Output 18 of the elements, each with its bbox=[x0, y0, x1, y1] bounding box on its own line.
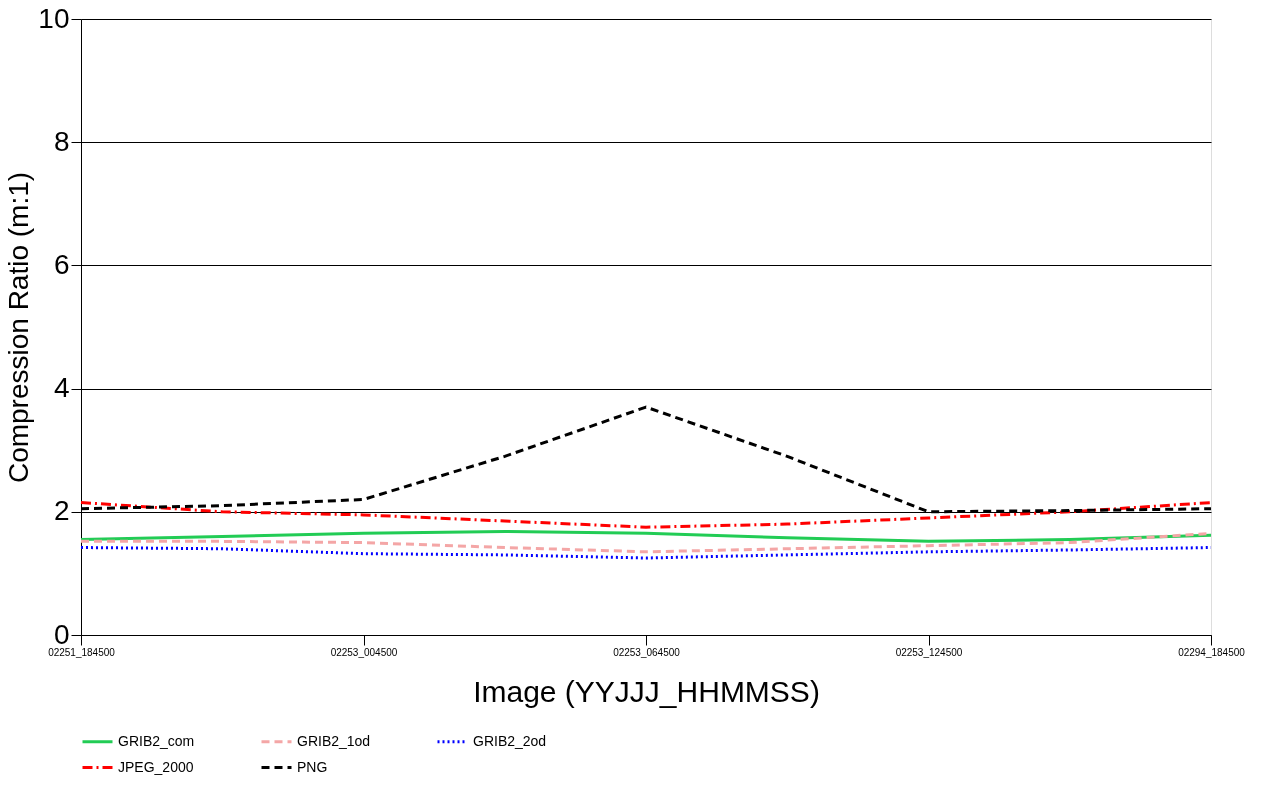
x-tick-label: 02251_184500 bbox=[48, 646, 116, 658]
x-tick-label: 02253_124500 bbox=[895, 646, 963, 658]
y-tick-label: 6 bbox=[53, 248, 70, 280]
x-tick-label: 02294_184500 bbox=[1178, 646, 1246, 658]
x-tick-label: 02253_004500 bbox=[330, 646, 398, 658]
line-series bbox=[79, 530, 1213, 543]
y-tick-label: 10 bbox=[38, 2, 70, 34]
x-axis-title: Image (YYJJJ_HHMMSS) bbox=[473, 674, 820, 708]
x-tick-label: 02253_064500 bbox=[613, 646, 681, 658]
y-tick-label: 4 bbox=[53, 372, 70, 404]
legend-label: GRIB2_1od bbox=[297, 732, 371, 749]
legend-label: JPEG_2000 bbox=[118, 758, 194, 775]
legend-label: GRIB2_2od bbox=[473, 732, 547, 749]
y-tick-label: 2 bbox=[53, 495, 70, 527]
legend-label: GRIB2_com bbox=[118, 732, 195, 749]
y-tick-label: 8 bbox=[53, 125, 70, 157]
legend-label: PNG bbox=[297, 758, 328, 775]
y-axis-title: Compression Ratio (m:1) bbox=[3, 171, 35, 484]
